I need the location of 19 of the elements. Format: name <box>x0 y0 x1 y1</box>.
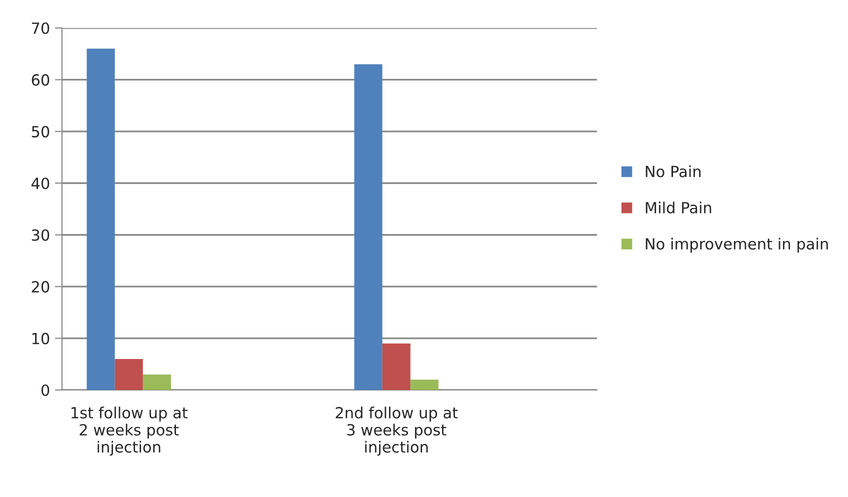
bar <box>410 380 439 390</box>
bar <box>114 358 143 390</box>
bar <box>142 374 172 390</box>
legend-label: Mild Pain <box>646 202 712 214</box>
bar <box>382 343 410 390</box>
y-tick-label: 40 <box>32 178 50 190</box>
bar <box>86 48 115 390</box>
bar <box>354 64 382 390</box>
y-tick-label: 70 <box>32 22 50 34</box>
x-tick-label: 1st follow up at 2 weeks post injection <box>72 406 188 456</box>
y-tick-label: 10 <box>32 332 50 344</box>
y-tick-label: 60 <box>32 74 50 86</box>
legend-label: No improvement in pain <box>646 238 828 253</box>
y-tick-label: 50 <box>32 126 50 138</box>
y-tick-label: 30 <box>32 229 50 241</box>
y-tick-label: 20 <box>32 281 50 293</box>
x-tick-label: 2nd follow up at 3 weeks post injection <box>336 406 458 456</box>
legend-label: No Pain <box>646 165 701 178</box>
y-tick-label: 0 <box>41 384 50 396</box>
